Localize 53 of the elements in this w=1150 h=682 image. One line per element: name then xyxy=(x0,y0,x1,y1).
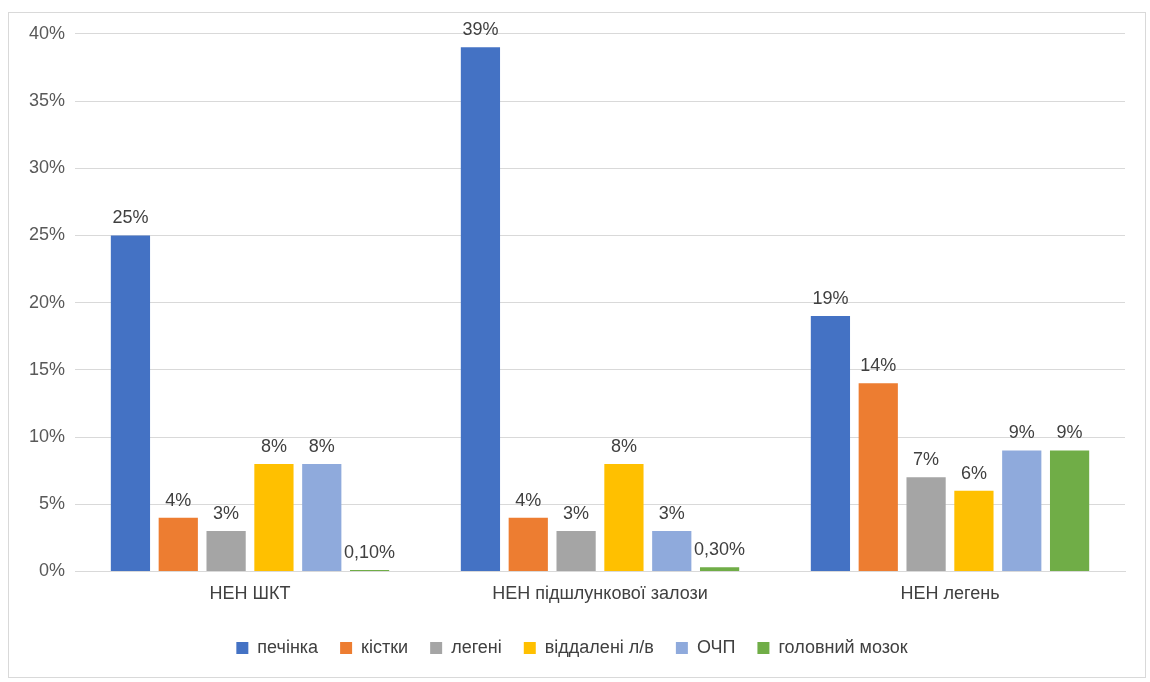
data-label: 8% xyxy=(308,435,335,456)
legend-label: віддалені л/в xyxy=(544,636,654,657)
y-tick-label: 30% xyxy=(29,157,66,178)
x-tick-label: НЕН підшлункової залози xyxy=(492,583,708,604)
data-label: 6% xyxy=(960,462,987,483)
legend-label: легені xyxy=(451,636,502,657)
data-label: 3% xyxy=(563,503,590,524)
data-label: 39% xyxy=(462,19,499,40)
bar xyxy=(158,517,198,571)
bar xyxy=(906,477,946,571)
bar xyxy=(460,47,501,571)
bar xyxy=(508,517,548,571)
bar xyxy=(652,531,692,571)
data-label: 4% xyxy=(165,489,192,510)
data-label: 8% xyxy=(260,435,287,456)
bar xyxy=(556,531,596,571)
legend-label: кістки xyxy=(361,636,409,657)
data-label: 9% xyxy=(1008,422,1035,443)
data-label: 19% xyxy=(812,288,849,309)
bar xyxy=(110,235,151,571)
x-tick-label: НЕН легень xyxy=(900,583,1000,604)
bar xyxy=(858,383,898,571)
data-label: 14% xyxy=(860,355,897,376)
bar xyxy=(810,316,851,571)
bar xyxy=(1049,450,1090,571)
y-tick-label: 20% xyxy=(29,291,66,312)
y-tick-label: 15% xyxy=(29,358,66,379)
y-tick-label: 40% xyxy=(29,22,66,43)
legend-label: ОЧП xyxy=(696,636,736,657)
bar xyxy=(254,463,294,571)
data-label: 25% xyxy=(112,207,149,228)
legend-label: печінка xyxy=(257,636,320,657)
x-tick-label: НЕН ШКТ xyxy=(209,583,291,604)
bar xyxy=(1002,450,1042,571)
data-label: 4% xyxy=(515,489,542,510)
data-label: 8% xyxy=(610,435,637,456)
bar xyxy=(206,531,246,571)
y-tick-label: 5% xyxy=(39,493,66,514)
bar xyxy=(954,490,994,571)
bar xyxy=(302,463,342,571)
data-label: 0,10% xyxy=(344,542,396,563)
y-tick-label: 25% xyxy=(29,224,66,245)
y-tick-label: 10% xyxy=(29,425,66,446)
y-tick-label: 0% xyxy=(39,560,66,581)
data-label: 0,30% xyxy=(694,539,746,560)
data-label: 9% xyxy=(1056,422,1083,443)
bar xyxy=(699,567,740,571)
legend-label: головний мозок xyxy=(778,636,908,657)
data-label: 7% xyxy=(913,449,940,470)
bar xyxy=(604,463,644,571)
data-label: 3% xyxy=(213,503,240,524)
data-label: 3% xyxy=(658,503,685,524)
y-tick-label: 35% xyxy=(29,89,66,110)
